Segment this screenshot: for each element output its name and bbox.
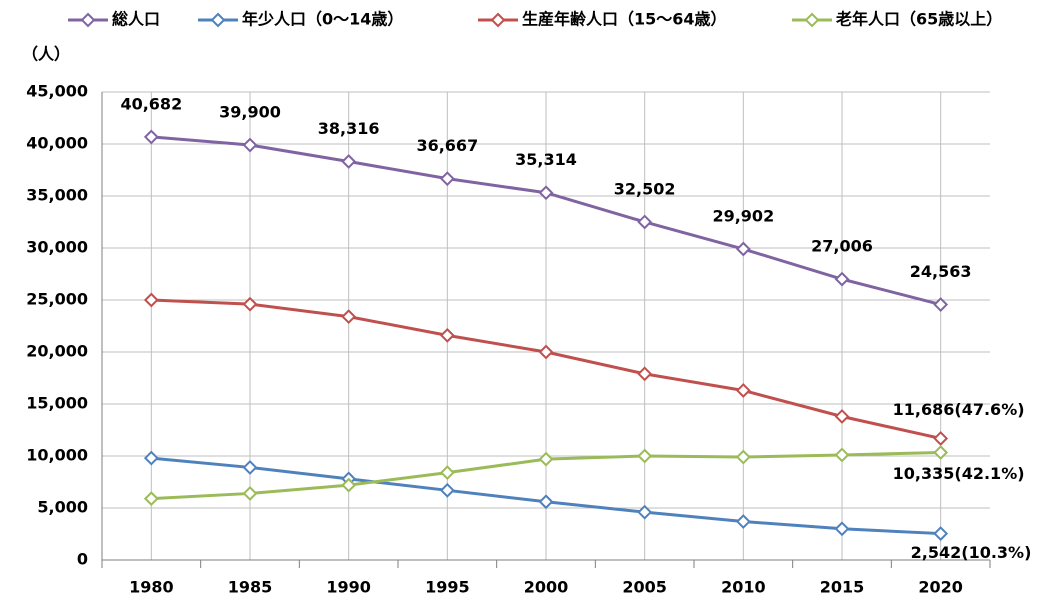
data-point [439, 465, 455, 481]
x-tick-label: 2000 [524, 578, 569, 597]
data-point [242, 137, 258, 153]
data-point [143, 292, 159, 308]
x-tick-label: 1995 [425, 578, 470, 597]
data-point [637, 504, 653, 520]
data-point [933, 445, 949, 460]
data-label: 32,502 [614, 179, 676, 198]
data-point [834, 447, 850, 463]
data-point [735, 241, 751, 257]
data-point [242, 486, 258, 501]
data-point [439, 327, 455, 343]
data-point [933, 297, 949, 312]
legend-marker [80, 12, 96, 28]
legend-label: 老年人口（65歳以上） [835, 10, 1002, 29]
data-point [735, 383, 751, 398]
data-point [735, 449, 751, 465]
y-tick-label: 30,000 [26, 238, 88, 257]
data-label: 11,686(47.6%) [893, 400, 1025, 419]
data-label: 38,316 [318, 119, 380, 138]
y-tick-label: 0 [77, 550, 88, 569]
data-point [834, 409, 850, 424]
legend-marker [210, 12, 226, 28]
data-point [538, 494, 554, 510]
data-point [439, 171, 455, 187]
data-point [637, 448, 653, 464]
data-point [242, 460, 258, 475]
data-label: 24,563 [910, 262, 972, 281]
data-point [538, 344, 554, 360]
legend-label: 年少人口（0～14歳） [242, 10, 403, 29]
y-tick-label: 10,000 [26, 446, 88, 465]
x-tick-label: 2005 [622, 578, 667, 597]
data-point [341, 309, 357, 325]
legend-marker [490, 12, 506, 28]
x-tick-label: 1990 [326, 578, 371, 597]
y-tick-label: 20,000 [26, 342, 88, 361]
data-point [538, 451, 554, 467]
legend-marker [804, 12, 820, 28]
data-point [637, 366, 653, 382]
y-tick-label: 40,000 [26, 134, 88, 153]
y-axis-label: （人） [22, 45, 70, 64]
legend-label: 総人口 [112, 10, 160, 29]
data-point [637, 214, 653, 230]
x-tick-label: 1985 [228, 578, 273, 597]
data-label: 40,682 [120, 94, 182, 113]
y-tick-label: 25,000 [26, 290, 88, 309]
data-label: 39,900 [219, 103, 281, 122]
y-tick-label: 5,000 [37, 498, 88, 517]
data-label: 29,902 [712, 207, 774, 226]
x-tick-label: 1980 [129, 578, 174, 597]
legend-label: 生産年齢人口（15～64歳） [522, 10, 727, 29]
data-label: 35,314 [515, 150, 577, 169]
x-tick-label: 2015 [820, 578, 865, 597]
data-point [341, 154, 357, 169]
data-label: 10,335(42.1%) [893, 464, 1025, 483]
data-label: 27,006 [811, 237, 873, 256]
data-point [933, 526, 949, 541]
data-point [143, 450, 159, 466]
data-point [439, 482, 455, 498]
data-point [834, 271, 850, 287]
data-label: 2,542(10.3%) [911, 543, 1032, 562]
data-point [834, 521, 850, 537]
x-tick-label: 2020 [918, 578, 963, 597]
data-point [143, 491, 159, 507]
data-point [933, 431, 949, 446]
data-point [143, 129, 159, 145]
y-tick-label: 45,000 [26, 82, 88, 101]
y-tick-label: 35,000 [26, 186, 88, 205]
y-tick-label: 15,000 [26, 394, 88, 413]
data-point [242, 296, 258, 312]
x-tick-label: 2010 [721, 578, 766, 597]
data-point [735, 514, 751, 529]
data-point [538, 185, 554, 201]
data-label: 36,667 [416, 136, 478, 155]
data-point [341, 477, 357, 493]
